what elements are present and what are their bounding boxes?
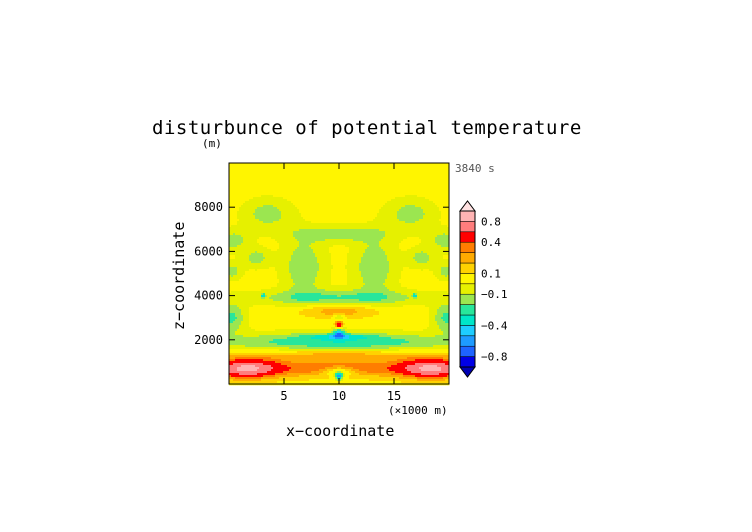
y-tick-label: 8000 xyxy=(194,200,223,214)
colorbar-label: −0.8 xyxy=(481,351,508,364)
colorbar-segment xyxy=(459,262,476,274)
colorbar-label: −0.1 xyxy=(481,288,508,301)
colorbar-segment xyxy=(459,210,476,222)
colorbar-label: 0.1 xyxy=(481,267,501,280)
x-axis-unit: (×1000 m) xyxy=(388,404,448,417)
colorbar-segment xyxy=(459,221,476,233)
chart-title: disturbunce of potential temperature xyxy=(152,117,582,139)
colorbar-segment xyxy=(459,356,476,368)
colorbar-frame xyxy=(459,210,476,368)
y-tick-label: 6000 xyxy=(194,244,223,258)
colorbar-segment xyxy=(459,231,476,243)
colorbar-label: 0.8 xyxy=(481,215,501,228)
y-axis-unit: (m) xyxy=(202,137,222,150)
colorbar-segment xyxy=(459,304,476,316)
colorbar-segment xyxy=(459,345,476,357)
colorbar-label: 0.4 xyxy=(481,236,501,249)
colorbar-lower-triangle xyxy=(459,366,476,378)
time-label: 3840 s xyxy=(455,162,495,175)
y-axis-label: z−coordinate xyxy=(170,221,188,330)
colorbar-segment xyxy=(459,335,476,347)
colorbar-segment xyxy=(459,325,476,337)
colorbar-segment xyxy=(459,314,476,326)
y-tick-label: 4000 xyxy=(194,289,223,303)
x-axis-label: x−coordinate xyxy=(286,422,395,440)
colorbar-upper-triangle xyxy=(459,200,476,212)
x-tick-label: 5 xyxy=(280,389,287,403)
x-tick-label: 10 xyxy=(332,389,346,403)
colorbar-segment xyxy=(459,241,476,253)
colorbar-segment xyxy=(459,273,476,285)
y-tick-label: 2000 xyxy=(194,333,223,347)
colorbar-label: −0.4 xyxy=(481,319,508,332)
colorbar-segment xyxy=(459,283,476,295)
colorbar-segment xyxy=(459,293,476,305)
colorbar-segment xyxy=(459,252,476,264)
x-tick-label: 15 xyxy=(387,389,401,403)
